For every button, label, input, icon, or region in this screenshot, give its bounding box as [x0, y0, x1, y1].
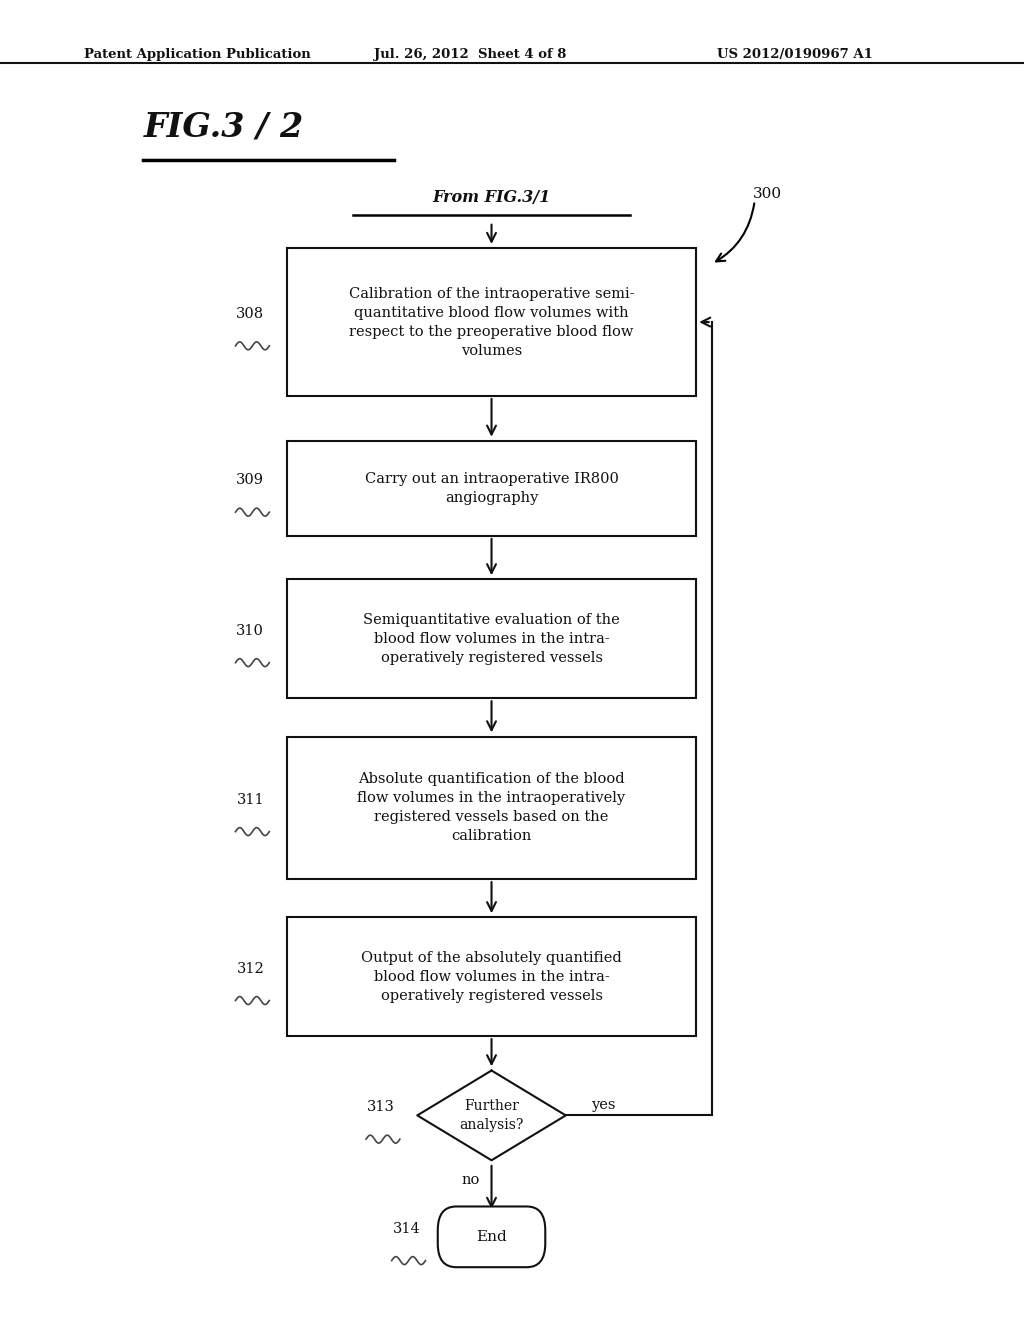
Text: 313: 313: [367, 1101, 394, 1114]
Text: Further
analysis?: Further analysis?: [460, 1100, 523, 1131]
Text: 310: 310: [237, 624, 264, 638]
Text: End: End: [476, 1230, 507, 1243]
Text: Output of the absolutely quantified
blood flow volumes in the intra-
operatively: Output of the absolutely quantified bloo…: [361, 950, 622, 1003]
Text: Patent Application Publication: Patent Application Publication: [84, 49, 310, 61]
Text: Absolute quantification of the blood
flow volumes in the intraoperatively
regist: Absolute quantification of the blood flo…: [357, 772, 626, 843]
Text: yes: yes: [592, 1098, 615, 1111]
Text: Jul. 26, 2012  Sheet 4 of 8: Jul. 26, 2012 Sheet 4 of 8: [374, 49, 566, 61]
FancyBboxPatch shape: [287, 248, 696, 396]
FancyBboxPatch shape: [287, 737, 696, 879]
FancyBboxPatch shape: [287, 579, 696, 698]
FancyBboxPatch shape: [287, 441, 696, 536]
Text: no: no: [462, 1173, 480, 1188]
Text: 311: 311: [237, 793, 264, 807]
Text: Semiquantitative evaluation of the
blood flow volumes in the intra-
operatively : Semiquantitative evaluation of the blood…: [364, 612, 620, 665]
Text: 314: 314: [392, 1222, 420, 1236]
Text: 308: 308: [237, 308, 264, 321]
FancyBboxPatch shape: [287, 917, 696, 1036]
Text: 309: 309: [237, 474, 264, 487]
Text: 300: 300: [753, 187, 781, 202]
Text: From FIG.3/1: From FIG.3/1: [432, 189, 551, 206]
Text: Calibration of the intraoperative semi-
quantitative blood flow volumes with
res: Calibration of the intraoperative semi- …: [349, 286, 634, 358]
Text: 312: 312: [237, 962, 264, 975]
Polygon shape: [418, 1071, 565, 1160]
Text: US 2012/0190967 A1: US 2012/0190967 A1: [717, 49, 872, 61]
Text: FIG.3 / 2: FIG.3 / 2: [143, 111, 303, 144]
Text: Carry out an intraoperative IR800
angiography: Carry out an intraoperative IR800 angiog…: [365, 473, 618, 504]
FancyBboxPatch shape: [438, 1206, 545, 1267]
